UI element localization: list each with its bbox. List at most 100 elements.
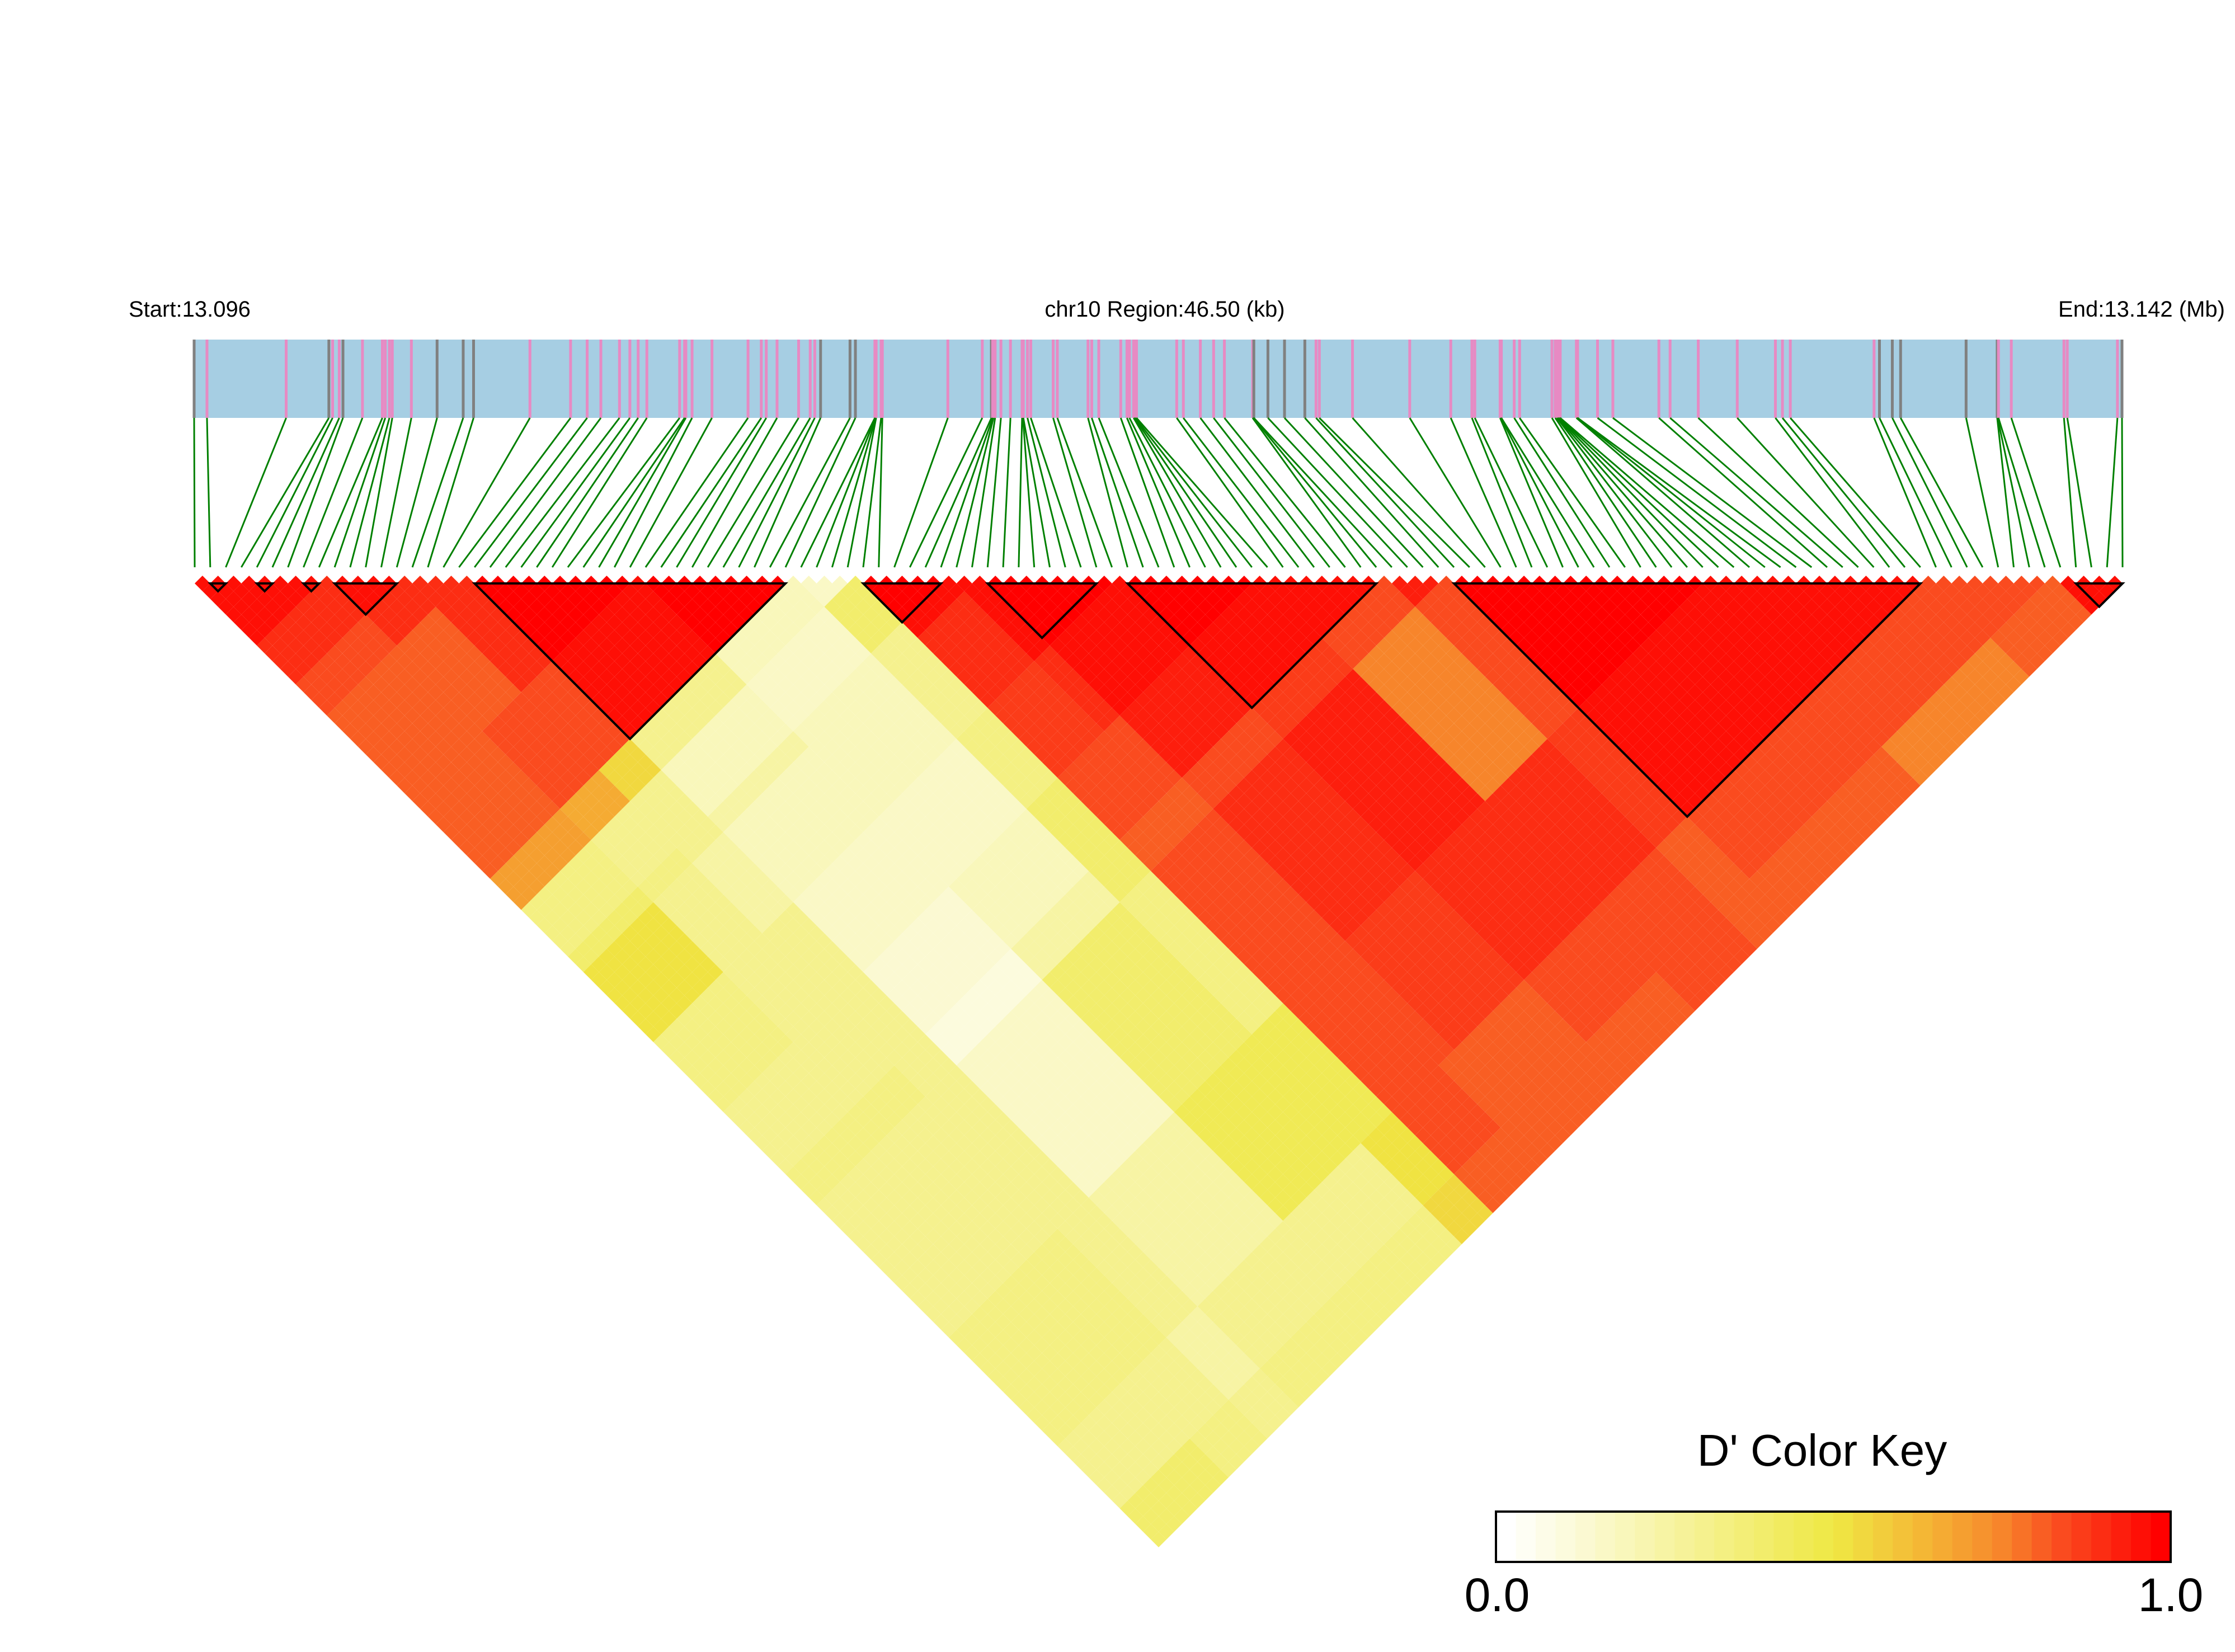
ld-cell	[1361, 1104, 1377, 1120]
ld-cell	[738, 964, 755, 980]
ld-cell	[1384, 1065, 1400, 1081]
ld-cell	[1197, 1251, 1213, 1268]
ld-cell	[1003, 1151, 1019, 1167]
ld-cell	[1143, 1430, 1159, 1447]
ld-cell	[490, 653, 506, 669]
ld-cell	[669, 925, 685, 942]
ld-cell	[793, 599, 809, 615]
ld-cell	[567, 731, 584, 747]
ld-cell	[1088, 1407, 1104, 1423]
ld-cell	[684, 956, 700, 972]
ld-cell	[591, 754, 607, 770]
ld-cell	[785, 995, 801, 1011]
ld-cell	[848, 746, 863, 763]
ld-cell	[824, 987, 840, 1004]
ld-cell	[451, 708, 467, 724]
ld-cell	[427, 700, 444, 716]
ld-cell	[940, 1275, 957, 1291]
ld-cell	[412, 653, 428, 669]
ld-cell	[1213, 1034, 1229, 1050]
ld-cell	[894, 1119, 910, 1136]
ld-cell	[863, 1244, 879, 1260]
ld-cell	[1057, 1034, 1074, 1050]
ld-cell	[319, 638, 335, 653]
ld-cell	[964, 1298, 980, 1315]
ld-cell	[241, 576, 257, 591]
ld-cell	[288, 669, 304, 685]
ld-cell	[700, 754, 716, 770]
ld-cell	[840, 583, 856, 599]
ld-cell	[778, 1127, 793, 1143]
ld-cell	[544, 863, 561, 879]
snp-connector	[1126, 417, 1191, 568]
ld-cell	[1104, 910, 1120, 926]
ld-cell	[785, 824, 801, 840]
ld-cell	[1166, 1174, 1182, 1190]
ld-cell	[505, 808, 521, 825]
ld-cell	[731, 1112, 747, 1128]
ld-cell	[272, 591, 288, 607]
ld-cell	[1291, 956, 1307, 972]
ld-cell	[917, 1251, 934, 1268]
ld-cell	[964, 1049, 980, 1066]
ld-cell	[1057, 1391, 1074, 1408]
ld-cell	[397, 606, 413, 623]
ld-cell	[723, 1089, 739, 1104]
ld-cell	[1321, 1049, 1338, 1066]
ld-cell	[925, 1229, 941, 1244]
snp-connector	[2010, 417, 2062, 568]
ld-cell	[1182, 1127, 1198, 1143]
ld-cell	[669, 785, 685, 801]
ld-cell	[443, 669, 459, 685]
ld-cell	[1042, 1159, 1058, 1174]
ld-cell	[1166, 1407, 1182, 1423]
ld-cell	[1345, 1197, 1361, 1213]
ld-cell	[1057, 848, 1074, 864]
ld-cell	[871, 692, 887, 708]
ld-cell	[599, 793, 615, 809]
ld-cell	[948, 1049, 964, 1066]
ld-cell	[1446, 1143, 1462, 1159]
ld-cell	[1050, 1042, 1066, 1058]
snp-connector	[1559, 417, 1735, 568]
ld-cell	[910, 886, 926, 902]
ld-cell	[1034, 1229, 1050, 1244]
ld-cell	[1244, 1049, 1260, 1066]
ld-cell	[1376, 1197, 1392, 1213]
ld-cell	[1213, 941, 1229, 957]
ld-cell	[451, 770, 467, 786]
ld-cell	[1166, 1314, 1182, 1330]
ld-cell	[490, 808, 506, 825]
ld-cell	[1221, 902, 1236, 918]
ld-cell	[1267, 1057, 1283, 1074]
ld-cell	[1034, 1089, 1050, 1104]
ld-cell	[933, 848, 949, 864]
ld-cell	[1244, 941, 1260, 957]
ld-cell	[1159, 964, 1174, 980]
ld-cell	[1018, 1104, 1034, 1120]
ld-cell	[365, 622, 382, 638]
ld-cell	[567, 824, 584, 840]
ld-cell	[1081, 1073, 1097, 1089]
ld-cell	[350, 700, 366, 716]
ld-cell	[1182, 863, 1198, 879]
ld-cell	[1407, 1073, 1423, 1089]
ld-cell	[490, 746, 506, 763]
ld-cell	[537, 762, 553, 778]
ld-cell	[1088, 1159, 1104, 1174]
ld-cell	[910, 622, 926, 638]
ld-cell	[560, 630, 576, 646]
ld-cell	[1065, 1213, 1081, 1229]
ld-cell	[1314, 1275, 1330, 1291]
ld-cell	[940, 684, 957, 700]
ld-cell	[505, 840, 521, 856]
ld-cell	[871, 925, 887, 942]
snp-connector	[1052, 417, 1098, 568]
ld-cell	[591, 956, 607, 972]
ld-cell	[1221, 933, 1236, 949]
ld-cell	[1329, 1291, 1345, 1307]
ld-cell	[1213, 1003, 1229, 1019]
ld-cell	[1065, 1368, 1081, 1385]
ld-cell	[335, 716, 350, 731]
ld-cell	[420, 754, 436, 770]
